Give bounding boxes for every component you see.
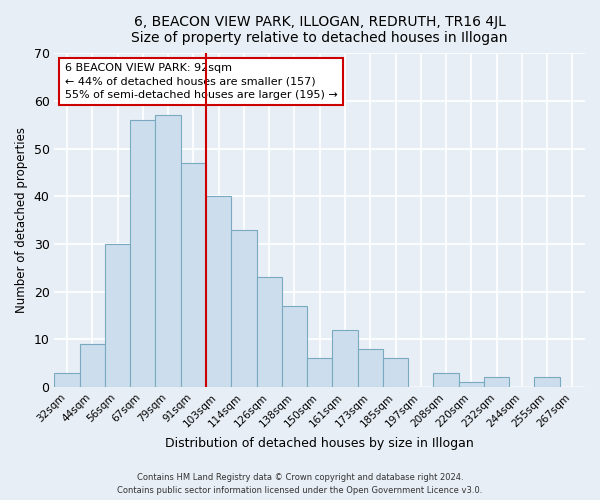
Bar xyxy=(282,306,307,387)
Bar xyxy=(155,116,181,387)
Bar xyxy=(105,244,130,387)
Bar xyxy=(55,372,80,387)
Title: 6, BEACON VIEW PARK, ILLOGAN, REDRUTH, TR16 4JL
Size of property relative to det: 6, BEACON VIEW PARK, ILLOGAN, REDRUTH, T… xyxy=(131,15,508,45)
Bar xyxy=(535,378,560,387)
Bar xyxy=(257,278,282,387)
Bar xyxy=(332,330,358,387)
Text: Contains HM Land Registry data © Crown copyright and database right 2024.
Contai: Contains HM Land Registry data © Crown c… xyxy=(118,474,482,495)
Bar xyxy=(206,196,231,387)
Y-axis label: Number of detached properties: Number of detached properties xyxy=(15,127,28,313)
Bar xyxy=(181,163,206,387)
Bar xyxy=(231,230,257,387)
Bar xyxy=(358,349,383,387)
Bar xyxy=(130,120,155,387)
X-axis label: Distribution of detached houses by size in Illogan: Distribution of detached houses by size … xyxy=(166,437,474,450)
Bar xyxy=(433,372,458,387)
Bar xyxy=(458,382,484,387)
Bar xyxy=(80,344,105,387)
Bar xyxy=(383,358,408,387)
Bar xyxy=(484,378,509,387)
Text: 6 BEACON VIEW PARK: 92sqm
← 44% of detached houses are smaller (157)
55% of semi: 6 BEACON VIEW PARK: 92sqm ← 44% of detac… xyxy=(65,64,338,100)
Bar xyxy=(307,358,332,387)
